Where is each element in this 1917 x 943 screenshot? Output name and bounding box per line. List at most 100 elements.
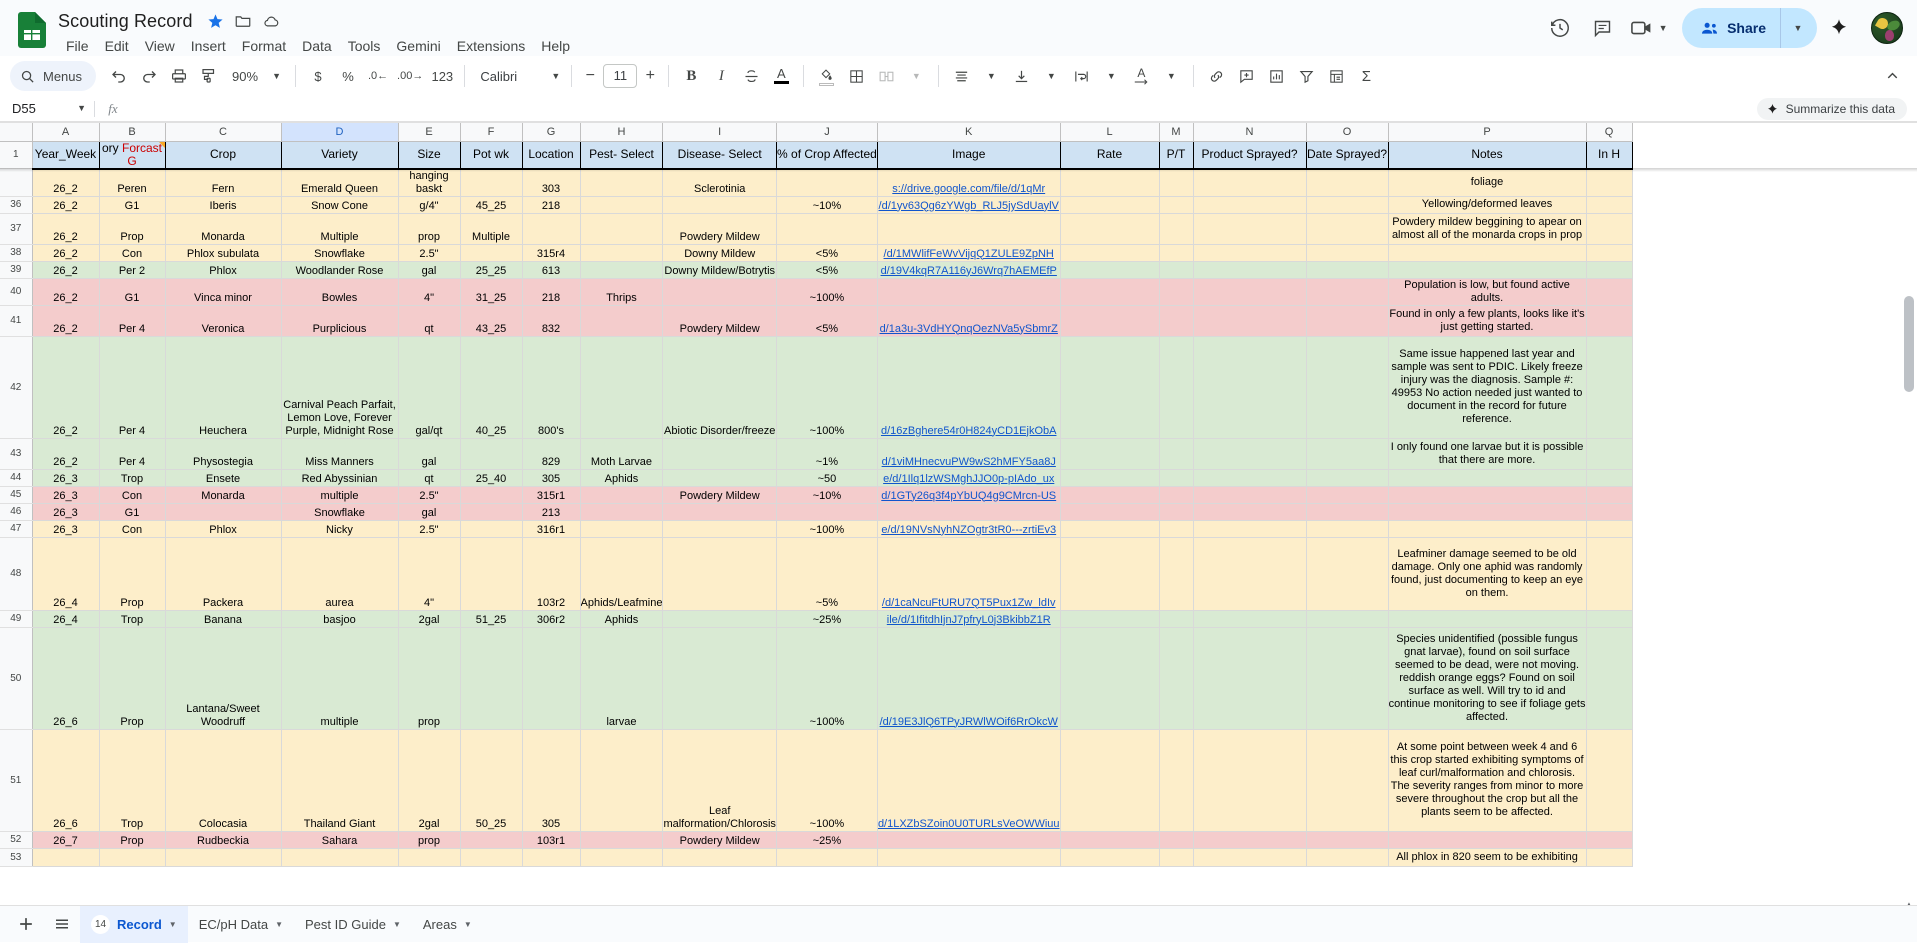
table-cell[interactable] [1306,169,1388,197]
column-title-cell[interactable]: Pest- Select [580,141,663,169]
table-cell[interactable] [1586,305,1632,336]
table-cell[interactable]: Veronica [165,305,281,336]
sheet-tab-pest-id-guide[interactable]: Pest ID Guide▼ [294,906,412,943]
table-cell[interactable] [1060,244,1159,261]
table-cell[interactable] [1193,261,1306,278]
table-cell[interactable]: Per 4 [99,336,165,438]
table-cell[interactable]: Phlox subulata [165,244,281,261]
column-header-b[interactable]: B [99,123,165,141]
table-cell[interactable]: 40_25 [460,336,522,438]
table-cell[interactable] [663,848,776,866]
table-cell[interactable] [1306,278,1388,305]
pivot-icon[interactable] [1321,61,1351,91]
image-link[interactable]: d/16zBghere54r0H824yCD1EjkObA [881,425,1057,437]
image-link[interactable]: s://drive.google.com/file/d/1qMr [892,183,1045,195]
table-cell[interactable]: Snow Cone [281,196,398,213]
menu-extensions[interactable]: Extensions [449,35,533,57]
image-link[interactable]: /d/1yv63Qg6zYWgb_RLJ5jySdUaylV [879,200,1059,212]
decrease-decimal-button[interactable]: .0← [363,61,393,91]
table-cell[interactable] [1193,336,1306,438]
column-header-k[interactable]: K [877,123,1060,141]
paint-format-icon[interactable] [194,61,224,91]
table-cell[interactable]: 305 [522,729,580,831]
table-cell[interactable]: 26_3 [32,469,99,486]
table-cell[interactable]: Abiotic Disorder/freeze [663,336,776,438]
version-history-icon[interactable] [1540,8,1580,48]
table-cell[interactable]: ~100% [776,336,877,438]
table-cell[interactable]: 2.5" [398,486,460,503]
table-cell[interactable]: Iberis [165,196,281,213]
menu-format[interactable]: Format [234,35,294,57]
table-cell[interactable] [1586,438,1632,469]
table-cell[interactable]: 103r2 [522,537,580,610]
borders-icon[interactable] [841,61,871,91]
table-cell[interactable]: Found in only a few plants, looks like i… [1388,305,1586,336]
table-cell[interactable]: ~100% [776,520,877,537]
table-cell[interactable]: 26_3 [32,520,99,537]
table-cell[interactable] [460,486,522,503]
star-icon[interactable] [207,13,224,30]
table-cell[interactable] [1159,520,1193,537]
table-cell[interactable]: Nicky [281,520,398,537]
table-cell[interactable] [776,503,877,520]
table-cell[interactable] [1060,196,1159,213]
row-header[interactable]: 40 [0,278,32,305]
table-cell[interactable]: Physostegia [165,438,281,469]
table-cell[interactable] [1306,627,1388,729]
share-button[interactable]: Share ▼ [1682,8,1817,48]
table-cell[interactable]: 26_2 [32,213,99,244]
column-header-f[interactable]: F [460,123,522,141]
table-cell[interactable] [1159,831,1193,848]
table-cell[interactable]: 305 [522,469,580,486]
table-cell[interactable]: 218 [522,196,580,213]
table-cell[interactable] [1193,503,1306,520]
table-cell[interactable]: Phlox [165,261,281,278]
table-cell[interactable]: 50_25 [460,729,522,831]
table-cell[interactable] [1388,261,1586,278]
column-header-i[interactable]: I [663,123,776,141]
table-cell[interactable] [1060,469,1159,486]
table-cell[interactable]: G1 [99,278,165,305]
table-cell[interactable]: Con [99,244,165,261]
table-cell[interactable] [663,627,776,729]
table-cell[interactable]: G1 [99,503,165,520]
table-cell[interactable]: Powdery Mildew [663,486,776,503]
column-header-e[interactable]: E [398,123,460,141]
column-header-h[interactable]: H [580,123,663,141]
table-cell[interactable] [1306,848,1388,866]
table-cell[interactable] [460,627,522,729]
table-cell[interactable] [877,278,1060,305]
italic-button[interactable]: I [706,61,736,91]
table-cell[interactable] [1193,520,1306,537]
table-cell[interactable] [580,336,663,438]
table-cell[interactable]: Thailand Giant [281,729,398,831]
table-cell[interactable] [1060,305,1159,336]
table-cell[interactable]: Sclerotinia [663,169,776,197]
strikethrough-icon[interactable] [736,61,766,91]
table-cell[interactable]: Leafminer damage seemed to be old damage… [1388,537,1586,610]
table-cell[interactable]: 2.5" [398,244,460,261]
table-cell[interactable]: 315r1 [522,486,580,503]
table-cell[interactable]: 613 [522,261,580,278]
table-cell[interactable] [460,520,522,537]
table-cell[interactable]: 26_2 [32,438,99,469]
table-cell[interactable]: 26_2 [32,196,99,213]
table-cell[interactable]: d/19V4kqR7A116yJ6Wrq7hAEMEfP [877,261,1060,278]
table-cell[interactable]: 31_25 [460,278,522,305]
row-header[interactable]: 41 [0,305,32,336]
table-cell[interactable]: Multiple [460,213,522,244]
table-cell[interactable] [877,503,1060,520]
table-cell[interactable]: Leaf malformation/Chlorosis [663,729,776,831]
table-cell[interactable]: qt [398,305,460,336]
table-cell[interactable]: 26_6 [32,729,99,831]
table-cell[interactable] [1060,261,1159,278]
table-cell[interactable] [1586,537,1632,610]
zoom-selector[interactable]: 90% ▼ [224,61,288,91]
table-cell[interactable] [1586,627,1632,729]
table-cell[interactable]: Downy Mildew [663,244,776,261]
